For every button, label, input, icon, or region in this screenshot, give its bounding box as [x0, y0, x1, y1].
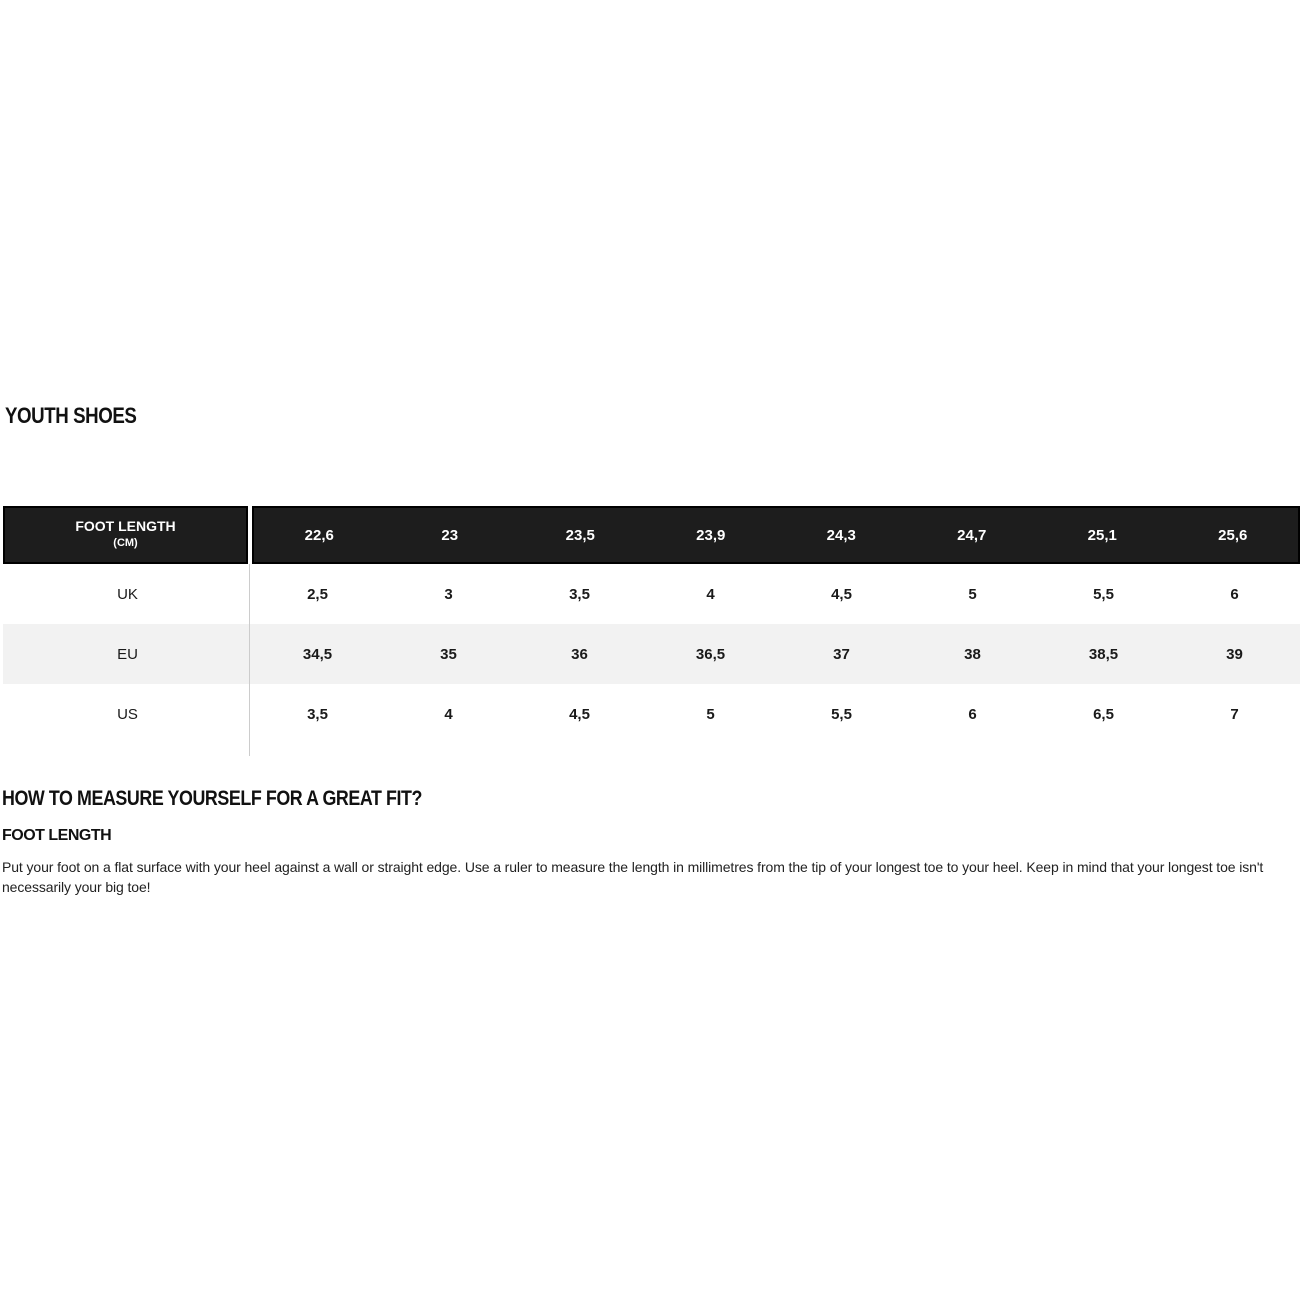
eu-size-value: 36,5 — [695, 645, 726, 663]
foot-length-value: 23,9 — [696, 526, 726, 544]
us-size-value: 5,5 — [831, 705, 852, 723]
foot-length-value: 22,6 — [304, 526, 334, 544]
foot-length-value: 23,5 — [565, 526, 595, 544]
foot-length-value: 23 — [441, 526, 459, 544]
uk-size-value: 4,5 — [831, 585, 852, 603]
us-size-value: 6,5 — [1093, 705, 1114, 723]
eu-size-value: 34,5 — [302, 645, 333, 663]
foot-length-header-label: FOOT LENGTH — [75, 518, 176, 534]
uk-size-value: 4 — [706, 585, 715, 603]
us-size-value: 6 — [968, 705, 977, 723]
us-size-value: 7 — [1230, 705, 1239, 723]
foot-length-values-strip: 22,6 23 23,5 23,9 24,3 24,7 25,1 25,6 — [252, 506, 1300, 564]
foot-length-instructions: Put your foot on a flat surface with you… — [2, 859, 1264, 895]
foot-length-header-cell: FOOT LENGTH (CM) — [3, 506, 248, 564]
eu-size-value: 36 — [571, 645, 588, 663]
label-column-divider — [249, 564, 250, 756]
page-title: YOUTH SHOES — [5, 403, 137, 428]
table-row-eu: EU 34,5 35 36 36,5 37 38 38,5 39 — [3, 624, 1300, 684]
foot-length-value: 25,6 — [1218, 526, 1248, 544]
measure-guide-heading: HOW TO MEASURE YOURSELF FOR A GREAT FIT? — [2, 787, 423, 810]
foot-length-value: 24,3 — [826, 526, 856, 544]
eu-size-value: 38 — [964, 645, 981, 663]
foot-length-value: 24,7 — [957, 526, 987, 544]
uk-size-value: 5 — [968, 585, 977, 603]
row-label-us: US — [117, 705, 138, 723]
measure-guide-section: HOW TO MEASURE YOURSELF FOR A GREAT FIT?… — [2, 787, 1295, 897]
uk-size-value: 5,5 — [1093, 585, 1114, 603]
size-table-header-row: FOOT LENGTH (CM) 22,6 23 23,5 23,9 24,3 … — [3, 506, 1300, 564]
row-label-uk: UK — [117, 585, 138, 603]
eu-size-value: 35 — [440, 645, 457, 663]
eu-size-value: 39 — [1226, 645, 1243, 663]
us-size-value: 4 — [444, 705, 453, 723]
foot-length-header-unit: (CM) — [113, 537, 138, 549]
us-size-value: 5 — [706, 705, 715, 723]
uk-size-value: 2,5 — [307, 585, 328, 603]
eu-size-value: 38,5 — [1088, 645, 1119, 663]
row-label-eu: EU — [117, 645, 138, 663]
table-row-uk: UK 2,5 3 3,5 4 4,5 5 5,5 6 — [3, 564, 1300, 624]
foot-length-subheading: FOOT LENGTH — [2, 827, 112, 844]
us-size-value: 4,5 — [569, 705, 590, 723]
table-row-us: US 3,5 4 4,5 5 5,5 6 6,5 7 — [3, 684, 1300, 744]
uk-size-value: 3 — [444, 585, 453, 603]
us-size-value: 3,5 — [307, 705, 328, 723]
eu-size-value: 37 — [833, 645, 850, 663]
youth-shoes-size-table: FOOT LENGTH (CM) 22,6 23 23,5 23,9 24,3 … — [3, 506, 1300, 756]
uk-size-value: 3,5 — [569, 585, 590, 603]
uk-size-value: 6 — [1230, 585, 1239, 603]
foot-length-value: 25,1 — [1087, 526, 1117, 544]
